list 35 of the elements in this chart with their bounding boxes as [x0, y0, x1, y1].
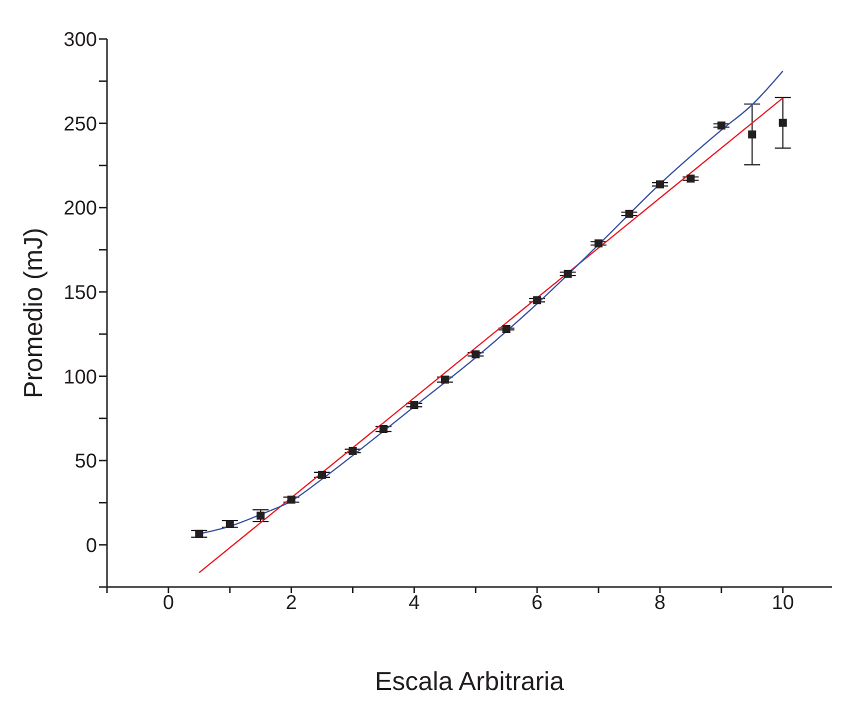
y-tick-label: 250	[64, 113, 97, 136]
x-tick-label: 0	[162, 592, 174, 614]
point	[748, 130, 756, 138]
point	[502, 325, 510, 334]
x-tick-label: 6	[532, 592, 543, 614]
point	[195, 530, 204, 538]
point	[256, 512, 265, 520]
y-tick-label: 150	[64, 282, 97, 304]
y-tick-label: 0	[86, 534, 97, 557]
point	[625, 210, 634, 218]
x-tick-label: 10	[772, 592, 794, 614]
point	[594, 239, 603, 248]
point	[318, 470, 326, 479]
x-tick-label: 2	[286, 592, 297, 614]
point	[410, 401, 418, 410]
point	[287, 496, 296, 504]
x-axis-title: Escala Arbitraria	[374, 666, 565, 696]
y-tick-label: 100	[64, 366, 97, 388]
y-axis-title: Promedio (mJ)	[18, 228, 48, 398]
point	[379, 425, 388, 434]
point	[778, 118, 787, 127]
point	[686, 174, 695, 183]
point	[717, 122, 726, 130]
y-tick-label: 200	[64, 198, 97, 220]
y-tick-label: 300	[64, 29, 97, 52]
point	[564, 270, 572, 278]
point	[440, 376, 449, 384]
x-tick-label: 4	[408, 592, 420, 614]
point	[226, 520, 234, 528]
point	[472, 350, 480, 358]
y-tick-label: 50	[74, 450, 97, 473]
point	[656, 180, 664, 188]
point	[348, 446, 357, 455]
x-tick-label: 8	[654, 592, 666, 614]
point	[533, 296, 542, 304]
